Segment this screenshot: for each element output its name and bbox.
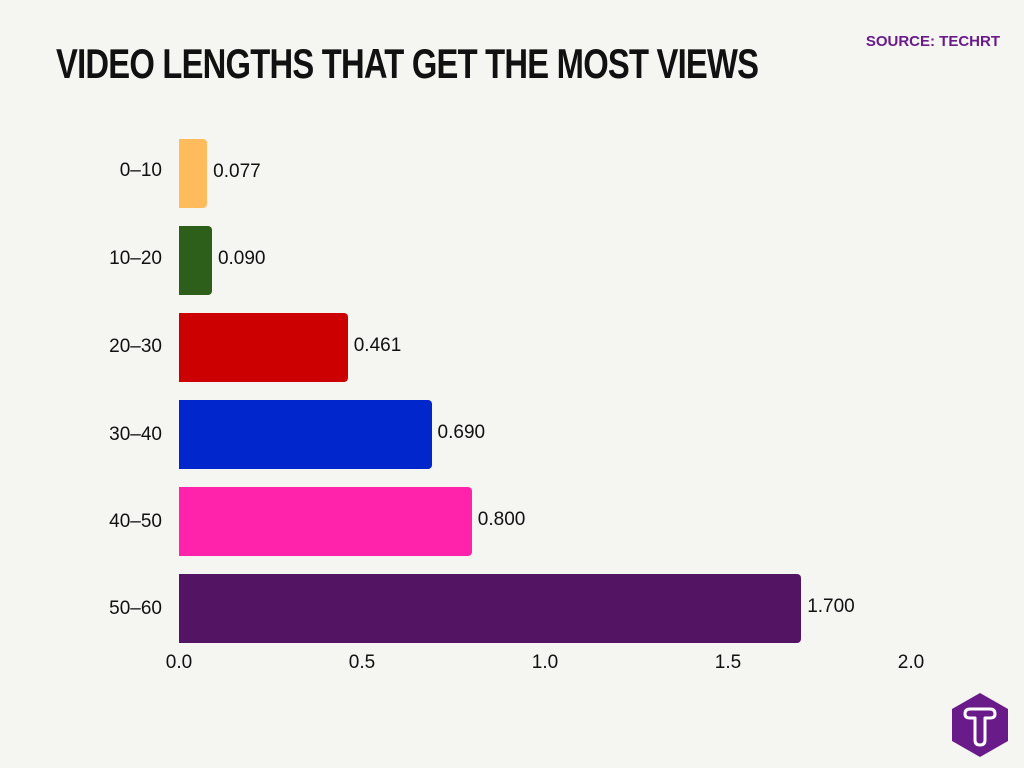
value-label: 0.090 <box>217 248 266 269</box>
category-label: 10–20 <box>109 248 162 269</box>
value-label: 0.077 <box>213 161 261 182</box>
value-label: 0.690 <box>437 422 486 443</box>
x-tick: 0.0 <box>165 652 193 673</box>
value-label: 1.700 <box>807 596 855 617</box>
category-label: 30–40 <box>109 424 162 445</box>
bar-20-30 <box>179 313 348 382</box>
chart-title: VIDEO LENGTHS THAT GET THE MOST VIEWS <box>56 40 759 87</box>
x-tick: 0.5 <box>348 652 376 673</box>
x-tick: 2.0 <box>897 652 925 673</box>
value-label: 0.461 <box>353 335 402 356</box>
value-label: 0.800 <box>477 509 526 530</box>
category-label: 50–60 <box>109 598 162 619</box>
category-label: 0–10 <box>119 160 162 181</box>
category-label: 40–50 <box>109 511 162 532</box>
category-label: 20–30 <box>109 336 162 357</box>
bar-50-60 <box>179 574 802 643</box>
bar-10-20 <box>179 226 212 295</box>
bar-30-40 <box>179 400 432 469</box>
bar-0-10 <box>179 139 208 208</box>
bar-40-50 <box>179 487 472 556</box>
techrt-logo-icon <box>952 693 1008 757</box>
x-tick: 1.0 <box>531 652 559 673</box>
source-label: SOURCE: TECHRT <box>865 33 1000 50</box>
x-tick: 1.5 <box>714 652 742 673</box>
